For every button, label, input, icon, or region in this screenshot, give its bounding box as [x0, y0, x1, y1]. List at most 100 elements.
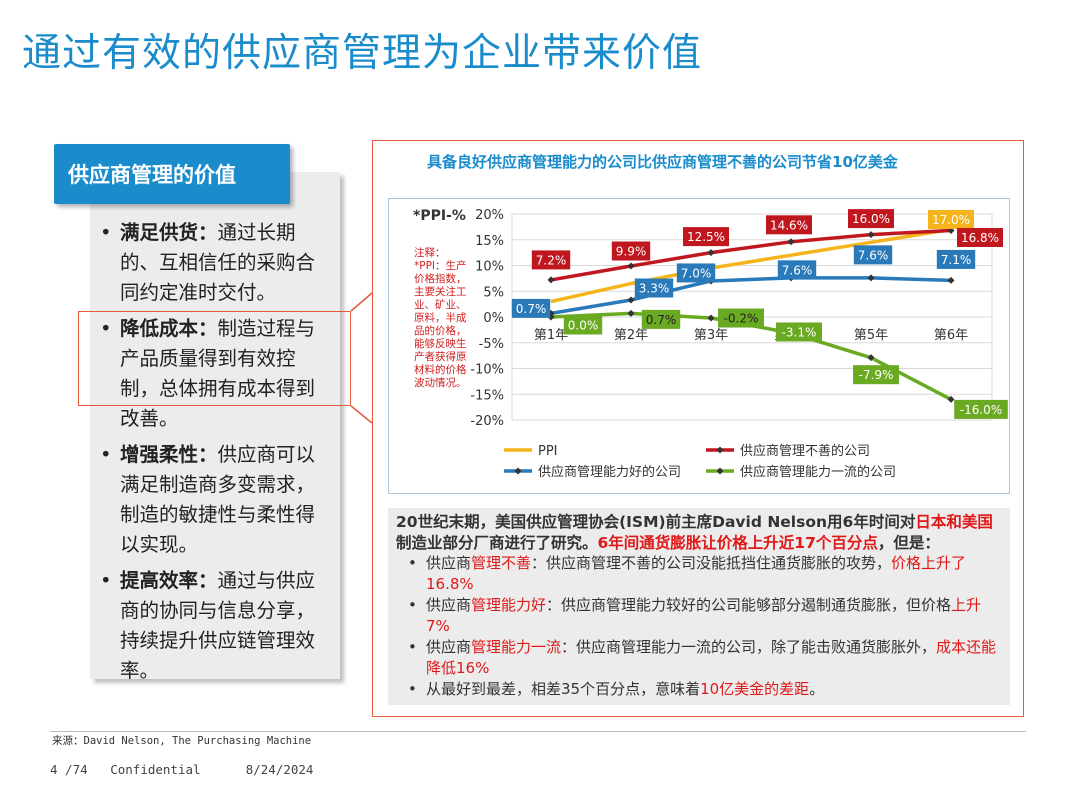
data-label: -16.0%	[960, 403, 1002, 417]
legend-label: PPI	[538, 444, 558, 459]
summary-text-segment: 6年间通货膨胀让价格上升近17个百分点	[597, 534, 878, 552]
finding-text-segment: 供应商	[426, 596, 472, 614]
y-tick-label: 0%	[483, 311, 504, 326]
finding-text-segment: 上升7%	[426, 596, 982, 635]
finding-text-segment: 。	[809, 680, 825, 698]
data-label: 16.0%	[852, 212, 890, 226]
data-point	[627, 296, 635, 304]
finding-item: 供应商管理能力一流：供应商管理能力一流的公司，除了能击败通货膨胀外，成本还能降低…	[404, 637, 1000, 679]
data-label: 7.6%	[782, 263, 813, 277]
finding-item: 供应商管理能力好：供应商管理能力较好的公司能够部分遏制通货膨胀，但价格上升7%	[404, 595, 1000, 637]
value-item-text: 通过与供应商的协同与信息分享，持续提升供应链管理效率。	[120, 569, 316, 682]
finding-text-segment: ：供应商管理不善的公司没能抵挡住通货膨胀的攻势，	[531, 554, 892, 572]
data-label-bg	[936, 249, 976, 269]
value-item-head: 增强柔性：	[120, 443, 218, 466]
y-tick-label: -20%	[470, 414, 504, 429]
data-label-bg	[853, 245, 893, 265]
finding-text-segment: 从最好到最差，相差35个百分点，意味着	[426, 680, 701, 698]
data-point	[627, 309, 635, 317]
data-label: 0.7%	[516, 302, 547, 316]
summary-text-segment: 制造业部分厂商进行了研究。	[396, 534, 598, 552]
value-panel-tab: 供应商管理的价值	[54, 144, 290, 204]
x-tick-label: 第3年	[694, 328, 728, 343]
data-label: 14.6%	[770, 218, 808, 232]
footer-divider	[50, 731, 1026, 732]
data-label-bg	[766, 215, 812, 235]
data-label-bg	[776, 322, 822, 342]
data-label-bg	[848, 209, 894, 229]
data-label: 17.0%	[932, 213, 970, 227]
data-label-bg	[928, 209, 974, 229]
y-axis-label: *PPI-%	[413, 208, 466, 224]
legend-label: 供应商管理不善的公司	[740, 443, 870, 459]
data-label: 3.3%	[639, 282, 670, 296]
data-label: 7.2%	[536, 253, 567, 267]
source-note: 来源：David Nelson, The Purchasing Machine	[52, 735, 312, 747]
finding-item: 供应商管理不善：供应商管理不善的公司没能抵挡住通货膨胀的攻势，价格上升了16.8…	[404, 553, 1000, 595]
finding-text-segment: 管理不善	[471, 554, 532, 572]
finding-text-segment: 成本还能降低16%	[426, 638, 997, 677]
data-label-bg	[641, 309, 681, 329]
summary-text-segment: ，但是：	[877, 534, 940, 552]
series-line	[550, 228, 952, 282]
data-label-bg	[611, 241, 651, 261]
legend-label: 供应商管理能力一流的公司	[740, 464, 896, 480]
finding-text-segment: 10亿美金的差距	[700, 680, 810, 698]
data-label: -7.9%	[859, 368, 894, 382]
value-item-text: 制造过程与产品质量得到有效控制，总体拥有成本得到改善。	[120, 317, 316, 430]
finding-text-segment: 供应商	[426, 638, 472, 656]
value-item: 满足供货：通过长期的、互相信任的采购合同约定准时交付。	[98, 218, 328, 308]
finding-text-segment: 供应商	[426, 554, 472, 572]
data-label: 0.0%	[568, 319, 599, 333]
series-line	[550, 227, 952, 304]
study-summary-head: 20世纪末期，美国供应管理协会(ISM)前主席David Nelson用6年时间…	[396, 512, 1004, 554]
data-label: 0.7%	[646, 313, 677, 327]
value-item-head: 降低成本：	[120, 317, 218, 340]
page-title: 通过有效的供应商管理为企业带来价值	[22, 31, 703, 76]
value-item-head: 提高效率：	[120, 569, 218, 592]
finding-text-segment: ：供应商管理能力较好的公司能够部分遏制通货膨胀，但价格	[546, 596, 952, 614]
footer-info: 4 /74 Confidential 8/24/2024	[50, 762, 313, 777]
data-label-bg	[683, 227, 729, 247]
data-point	[867, 354, 875, 362]
data-label-bg	[718, 308, 764, 328]
y-tick-label: -10%	[470, 363, 504, 378]
finding-text-segment: 管理能力一流	[471, 638, 562, 656]
data-label-bg	[563, 315, 603, 335]
finding-text-segment: ：供应商管理能力一流的公司，除了能击败通货膨胀外，	[561, 638, 937, 656]
page-number: 4 /74	[50, 762, 88, 777]
y-tick-label: 15%	[475, 234, 504, 249]
value-item: 降低成本：制造过程与产品质量得到有效控制，总体拥有成本得到改善。	[98, 314, 328, 434]
chart-frame	[388, 198, 1010, 494]
summary-text-segment: 日本和美国	[915, 513, 993, 531]
y-tick-label: 20%	[475, 208, 504, 223]
data-label-bg	[954, 399, 1008, 419]
data-point	[947, 276, 955, 284]
finding-text-segment: 价格上升了16.8%	[426, 554, 967, 593]
data-point	[707, 249, 715, 257]
data-label-bg	[777, 260, 817, 280]
value-item: 增强柔性：供应商可以满足制造商多变需求，制造的敏捷性与柔性得以实现。	[98, 440, 328, 560]
x-tick-label: 第6年	[934, 328, 968, 343]
y-tick-label: 5%	[483, 285, 504, 300]
value-list: 满足供货：通过长期的、互相信任的采购合同约定准时交付。 降低成本：制造过程与产品…	[98, 218, 328, 692]
x-tick-label: 第1年	[534, 328, 568, 343]
series-line	[550, 276, 952, 316]
data-label: 7.0%	[681, 266, 712, 280]
finding-text-segment: 管理能力好	[471, 596, 547, 614]
data-point	[707, 314, 715, 322]
data-label-bg	[853, 365, 899, 385]
legend-marker	[716, 446, 724, 454]
data-point	[787, 238, 795, 246]
study-findings-list: 供应商管理不善：供应商管理不善的公司没能抵挡住通货膨胀的攻势，价格上升了16.8…	[404, 553, 1000, 700]
data-label: 12.5%	[687, 230, 725, 244]
data-label-bg	[676, 263, 716, 283]
data-label: 7.6%	[858, 248, 889, 262]
finding-item: 从最好到最差，相差35个百分点，意味着10亿美金的差距。	[404, 679, 1000, 700]
legend-marker	[514, 467, 522, 475]
data-label: -3.1%	[782, 325, 817, 339]
data-label-bg	[511, 298, 551, 318]
data-label: 7.1%	[941, 253, 972, 267]
data-point	[867, 274, 875, 282]
